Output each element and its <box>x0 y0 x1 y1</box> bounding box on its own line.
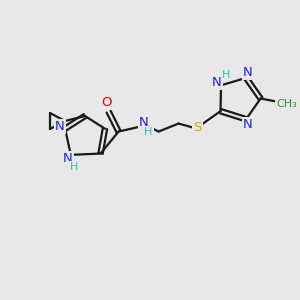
Text: H: H <box>70 162 78 172</box>
Text: O: O <box>101 96 112 109</box>
Text: H: H <box>144 127 153 136</box>
Text: N: N <box>243 66 253 80</box>
Text: N: N <box>243 118 253 131</box>
Text: N: N <box>212 76 222 89</box>
Text: S: S <box>194 121 202 134</box>
Text: N: N <box>139 116 148 129</box>
Text: N: N <box>63 152 73 165</box>
Text: CH₃: CH₃ <box>276 99 297 109</box>
Text: N: N <box>55 120 65 133</box>
Text: H: H <box>222 70 230 80</box>
